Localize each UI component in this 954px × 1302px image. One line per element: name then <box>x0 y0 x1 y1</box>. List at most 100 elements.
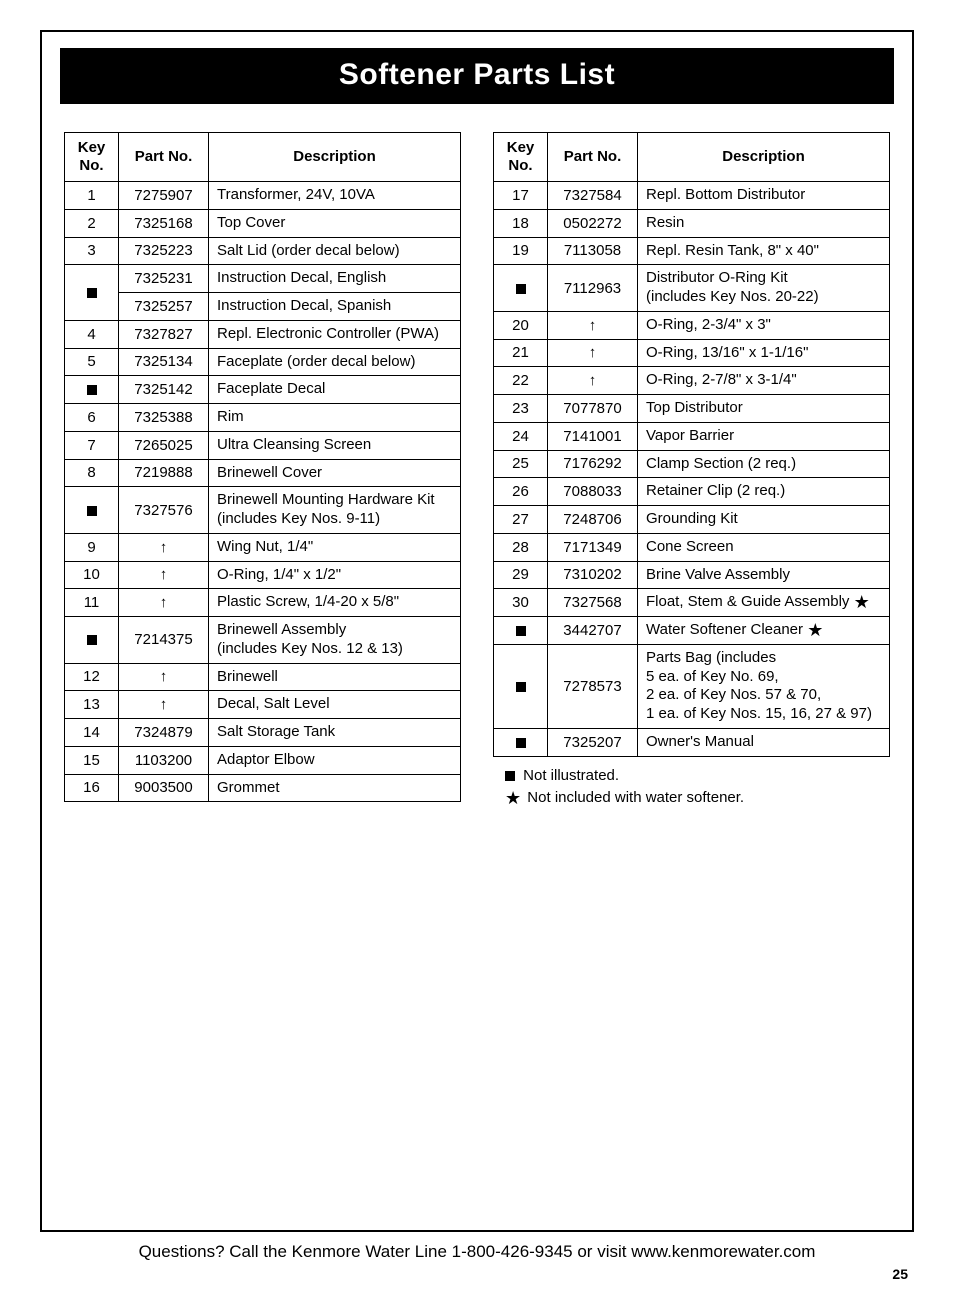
cell-key: 16 <box>65 774 119 802</box>
cell-partno: 7141001 <box>548 422 638 450</box>
cell-partno: 9003500 <box>119 774 209 802</box>
square-icon <box>87 288 97 298</box>
cell-desc: Salt Storage Tank <box>209 719 461 747</box>
cell-desc: Instruction Decal, Spanish <box>209 293 461 321</box>
cell-desc: Salt Lid (order decal below) <box>209 237 461 265</box>
cell-desc: Owner's Manual <box>638 728 890 756</box>
table-row: 177327584Repl. Bottom Distributor <box>494 182 890 210</box>
cell-desc: Cone Screen <box>638 533 890 561</box>
cell-desc: Repl. Resin Tank, 8" x 40" <box>638 237 890 265</box>
table-row: 7112963Distributor O-Ring Kit(includes K… <box>494 265 890 312</box>
square-icon <box>87 506 97 516</box>
cell-partno: ↑ <box>548 339 638 367</box>
legend-line: Not illustrated. <box>505 765 890 788</box>
cell-partno: 7077870 <box>548 395 638 423</box>
cell-key: 19 <box>494 237 548 265</box>
cell-partno: 7325223 <box>119 237 209 265</box>
cell-desc: Ultra Cleansing Screen <box>209 431 461 459</box>
col-partno: Part No. <box>119 133 209 182</box>
cell-partno: 1103200 <box>119 746 209 774</box>
up-arrow-icon: ↑ <box>160 539 168 556</box>
cell-key <box>494 644 548 728</box>
table-row: 67325388Rim <box>65 404 461 432</box>
up-arrow-icon: ↑ <box>160 594 168 611</box>
cell-desc: Repl. Bottom Distributor <box>638 182 890 210</box>
cell-key: 12 <box>65 663 119 691</box>
cell-key: 25 <box>494 450 548 478</box>
cell-desc: Instruction Decal, English <box>209 265 461 293</box>
cell-desc: Adaptor Elbow <box>209 746 461 774</box>
cell-desc: Wing Nut, 1/4" <box>209 533 461 561</box>
cell-key: 2 <box>65 209 119 237</box>
table-row: 27325168Top Cover <box>65 209 461 237</box>
cell-key: 29 <box>494 561 548 589</box>
cell-desc: Retainer Clip (2 req.) <box>638 478 890 506</box>
cell-key: 10 <box>65 561 119 589</box>
cell-key: 15 <box>65 746 119 774</box>
cell-partno: 3442707 <box>548 617 638 645</box>
table-row: 7325257Instruction Decal, Spanish <box>65 293 461 321</box>
cell-desc: O-Ring, 13/16" x 1-1/16" <box>638 339 890 367</box>
cell-key: 5 <box>65 348 119 376</box>
cell-partno: ↑ <box>119 691 209 719</box>
left-table-wrap: KeyNo. Part No. Description 17275907Tran… <box>64 132 461 810</box>
cell-partno: 7327584 <box>548 182 638 210</box>
table-row: 47327827Repl. Electronic Controller (PWA… <box>65 320 461 348</box>
content-frame: Softener Parts List KeyNo. Part No. Desc… <box>40 30 914 1232</box>
cell-partno: 7324879 <box>119 719 209 747</box>
cell-key: 8 <box>65 459 119 487</box>
square-icon <box>505 771 515 781</box>
square-icon <box>516 284 526 294</box>
cell-key <box>494 265 548 312</box>
cell-key: 4 <box>65 320 119 348</box>
cell-key: 28 <box>494 533 548 561</box>
table-row: 7278573Parts Bag (includes5 ea. of Key N… <box>494 644 890 728</box>
table-head: KeyNo. Part No. Description <box>65 133 461 182</box>
cell-partno: 7219888 <box>119 459 209 487</box>
cell-desc: Float, Stem & Guide Assembly ★ <box>638 589 890 617</box>
table-row: 180502272Resin <box>494 209 890 237</box>
table-row: 20↑O-Ring, 2-3/4" x 3" <box>494 311 890 339</box>
cell-key <box>65 617 119 664</box>
table-row: 10↑O-Ring, 1/4" x 1/2" <box>65 561 461 589</box>
table-row: 9 ↑ Wing Nut, 1/4" <box>65 533 461 561</box>
table-row: 307327568Float, Stem & Guide Assembly ★ <box>494 589 890 617</box>
page: Softener Parts List KeyNo. Part No. Desc… <box>0 0 954 1302</box>
cell-desc: Plastic Screw, 1/4-20 x 5/8" <box>209 589 461 617</box>
cell-partno: 7275907 <box>119 182 209 210</box>
parts-table-left: KeyNo. Part No. Description 17275907Tran… <box>64 132 461 802</box>
cell-desc: Top Cover <box>209 209 461 237</box>
cell-key: 23 <box>494 395 548 423</box>
square-icon <box>516 738 526 748</box>
footer-text: Questions? Call the Kenmore Water Line 1… <box>40 1232 914 1262</box>
cell-partno: 7325207 <box>548 728 638 756</box>
cell-partno: ↑ <box>548 311 638 339</box>
cell-partno: ↑ <box>119 561 209 589</box>
table-row: 277248706Grounding Kit <box>494 506 890 534</box>
table-row: 147324879Salt Storage Tank <box>65 719 461 747</box>
table-row: 297310202Brine Valve Assembly <box>494 561 890 589</box>
up-arrow-icon: ↑ <box>160 696 168 713</box>
table-head: KeyNo. Part No. Description <box>494 133 890 182</box>
table-row: 267088033Retainer Clip (2 req.) <box>494 478 890 506</box>
cell-partno: 7113058 <box>548 237 638 265</box>
page-number: 25 <box>40 1262 914 1282</box>
cell-desc: Distributor O-Ring Kit(includes Key Nos.… <box>638 265 890 312</box>
col-desc: Description <box>638 133 890 182</box>
up-arrow-icon: ↑ <box>160 566 168 583</box>
star-icon: ★ <box>505 788 521 808</box>
cell-key: 14 <box>65 719 119 747</box>
table-row: 57325134Faceplate (order decal below) <box>65 348 461 376</box>
cell-key: 9 <box>65 533 119 561</box>
legend-notes: Not illustrated.★ Not included with wate… <box>493 757 890 810</box>
cell-partno: 7214375 <box>119 617 209 664</box>
star-icon: ★ <box>807 620 823 640</box>
table-row: 22↑O-Ring, 2-7/8" x 3-1/4" <box>494 367 890 395</box>
cell-key <box>494 728 548 756</box>
page-title: Softener Parts List <box>60 48 894 104</box>
cell-desc: Parts Bag (includes5 ea. of Key No. 69,2… <box>638 644 890 728</box>
cell-partno: 7325257 <box>119 293 209 321</box>
cell-desc: O-Ring, 2-3/4" x 3" <box>638 311 890 339</box>
square-icon <box>87 385 97 395</box>
cell-partno: 7327568 <box>548 589 638 617</box>
